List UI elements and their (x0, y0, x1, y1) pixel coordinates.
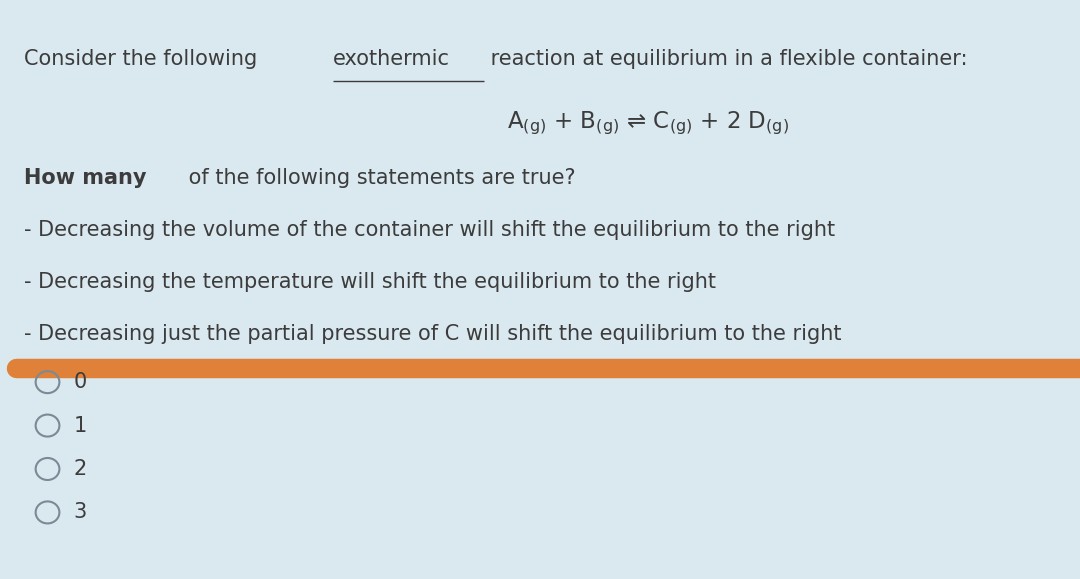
Text: 1: 1 (73, 416, 86, 435)
Text: of the following statements are true?: of the following statements are true? (181, 168, 576, 188)
Text: 0: 0 (73, 372, 86, 392)
Text: - Decreasing just the partial pressure of C will shift the equilibrium to the ri: - Decreasing just the partial pressure o… (24, 324, 841, 345)
Text: How many: How many (24, 168, 146, 188)
Text: - Decreasing the volume of the container will shift the equilibrium to the right: - Decreasing the volume of the container… (24, 220, 835, 240)
Text: - Decreasing the temperature will shift the equilibrium to the right: - Decreasing the temperature will shift … (24, 272, 716, 292)
Text: - Decreasing just the partial pressure of C will shift the equilibrium to the ri: - Decreasing just the partial pressure o… (24, 324, 841, 345)
Text: reaction at equilibrium in a flexible container:: reaction at equilibrium in a flexible co… (484, 49, 968, 69)
Text: 2: 2 (73, 459, 86, 479)
Text: Consider the following: Consider the following (24, 49, 264, 69)
Text: 3: 3 (73, 503, 86, 522)
Text: exothermic: exothermic (334, 49, 450, 69)
Text: A$_{\sf (g)}$ + B$_{\sf (g)}$ ⇌ C$_{\sf (g)}$ + 2 D$_{\sf (g)}$: A$_{\sf (g)}$ + B$_{\sf (g)}$ ⇌ C$_{\sf … (507, 110, 789, 137)
